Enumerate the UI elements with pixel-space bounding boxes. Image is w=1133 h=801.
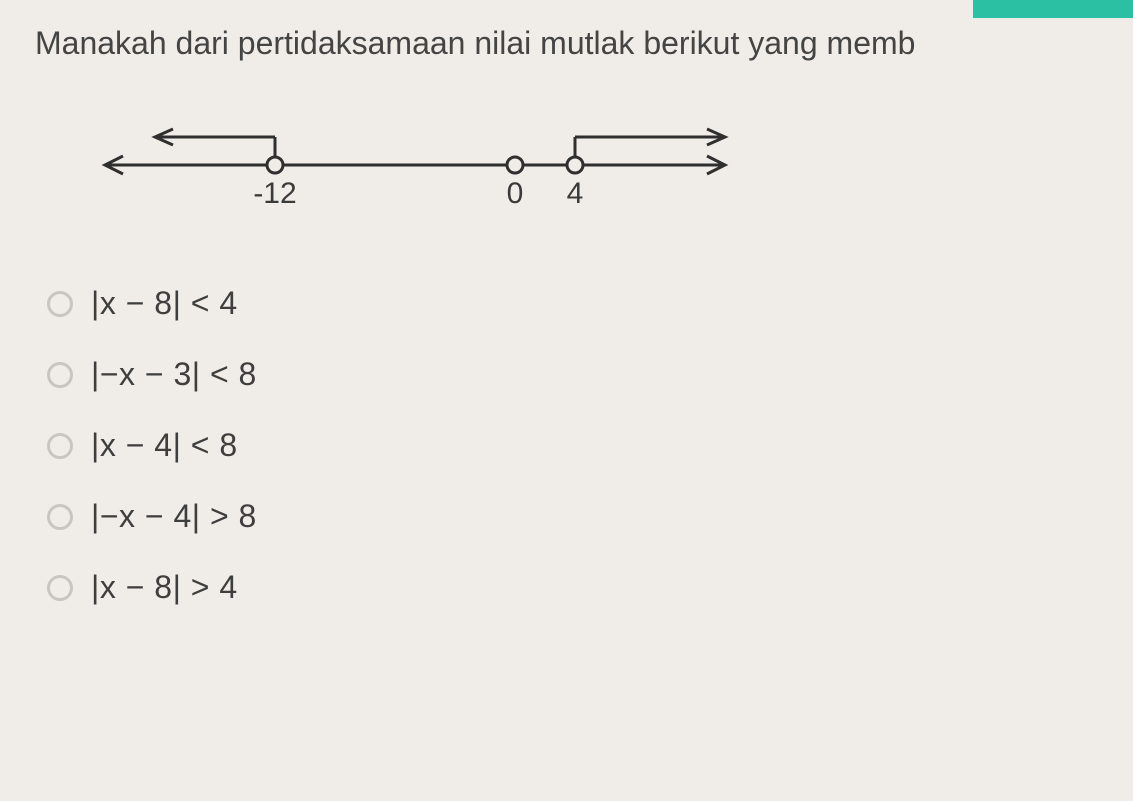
svg-text:0: 0 [507,177,524,210]
radio-icon[interactable] [47,362,73,388]
svg-text:-12: -12 [253,177,296,210]
radio-icon[interactable] [47,433,73,459]
page: Manakah dari pertidaksamaan nilai mutlak… [0,0,1133,670]
option-expr: |x − 8| < 4 [91,285,238,322]
option-expr: |x − 8| > 4 [91,569,238,606]
option-row[interactable]: |x − 8| < 4 [47,285,1103,322]
option-expr: |−x − 4| > 8 [91,498,257,535]
option-expr: |x − 4| < 8 [91,427,238,464]
accent-bar [973,0,1133,18]
option-row[interactable]: |−x − 4| > 8 [47,498,1103,535]
radio-icon[interactable] [47,291,73,317]
options-list: |x − 8| < 4 |−x − 3| < 8 |x − 4| < 8 |−x… [35,285,1103,606]
svg-text:4: 4 [567,177,584,210]
radio-icon[interactable] [47,504,73,530]
radio-icon[interactable] [47,575,73,601]
option-expr: |−x − 3| < 8 [91,356,257,393]
question-text: Manakah dari pertidaksamaan nilai mutlak… [35,22,1103,65]
option-row[interactable]: |x − 4| < 8 [47,427,1103,464]
option-row[interactable]: |x − 8| > 4 [47,569,1103,606]
option-row[interactable]: |−x − 3| < 8 [47,356,1103,393]
number-line-diagram: -12 0 4 [95,105,735,240]
